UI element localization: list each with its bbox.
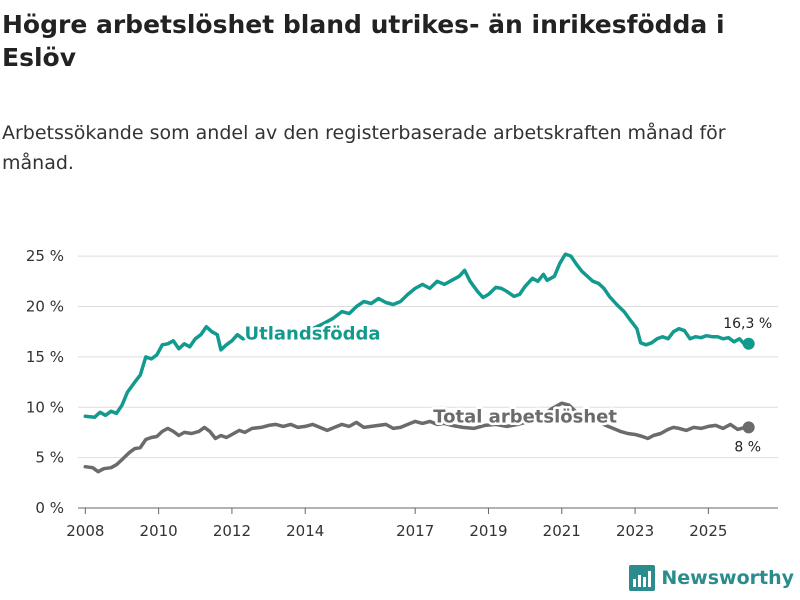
series-label-utlandsfodda: Utlandsfödda (245, 324, 381, 345)
brand-name: Newsworthy (661, 567, 794, 589)
x-tick-label: 2025 (689, 522, 727, 540)
x-tick-label: 2014 (286, 522, 324, 540)
labels: 16,3 % 8 % Utlandsfödda Total arbetslöshet (242, 316, 772, 456)
end-value-label: 8 % (734, 439, 761, 455)
y-tick-label: 25 % (26, 247, 64, 265)
x-tick-label: 2023 (616, 522, 654, 540)
axes: 0 % 5 % 10 % 15 % 20 % 25 % 2008 2010 2012 2014 20… (26, 247, 728, 540)
newsworthy-logo-icon (629, 565, 656, 591)
series-end-point (742, 337, 755, 350)
chart-subtitle: Arbetssökande som andel av den registerb… (2, 122, 726, 174)
series-end-point (742, 421, 755, 434)
x-tick-label: 2021 (543, 522, 581, 540)
chart-title: Högre arbetslöshet bland utrikes- än inr… (2, 10, 725, 72)
series (83, 252, 755, 474)
x-tick-label: 2008 (66, 522, 104, 540)
x-tick-label: 2017 (396, 522, 434, 540)
gridlines (78, 255, 778, 509)
series-line-total (83, 401, 751, 474)
y-tick-label: 15 % (26, 348, 64, 366)
y-tick-label: 5 % (35, 449, 64, 467)
series-line-utlandsfodda (83, 252, 751, 420)
x-tick-label: 2012 (213, 522, 251, 540)
y-tick-label: 0 % (35, 499, 64, 517)
end-value-label: 16,3 % (723, 316, 772, 332)
brand: Newsworthy (629, 564, 794, 592)
y-tick-label: 20 % (26, 298, 64, 316)
series-label-total: Total arbetslöshet (433, 406, 617, 427)
x-tick-label: 2019 (469, 522, 507, 540)
y-tick-label: 10 % (26, 398, 64, 416)
x-tick-label: 2010 (140, 522, 178, 540)
